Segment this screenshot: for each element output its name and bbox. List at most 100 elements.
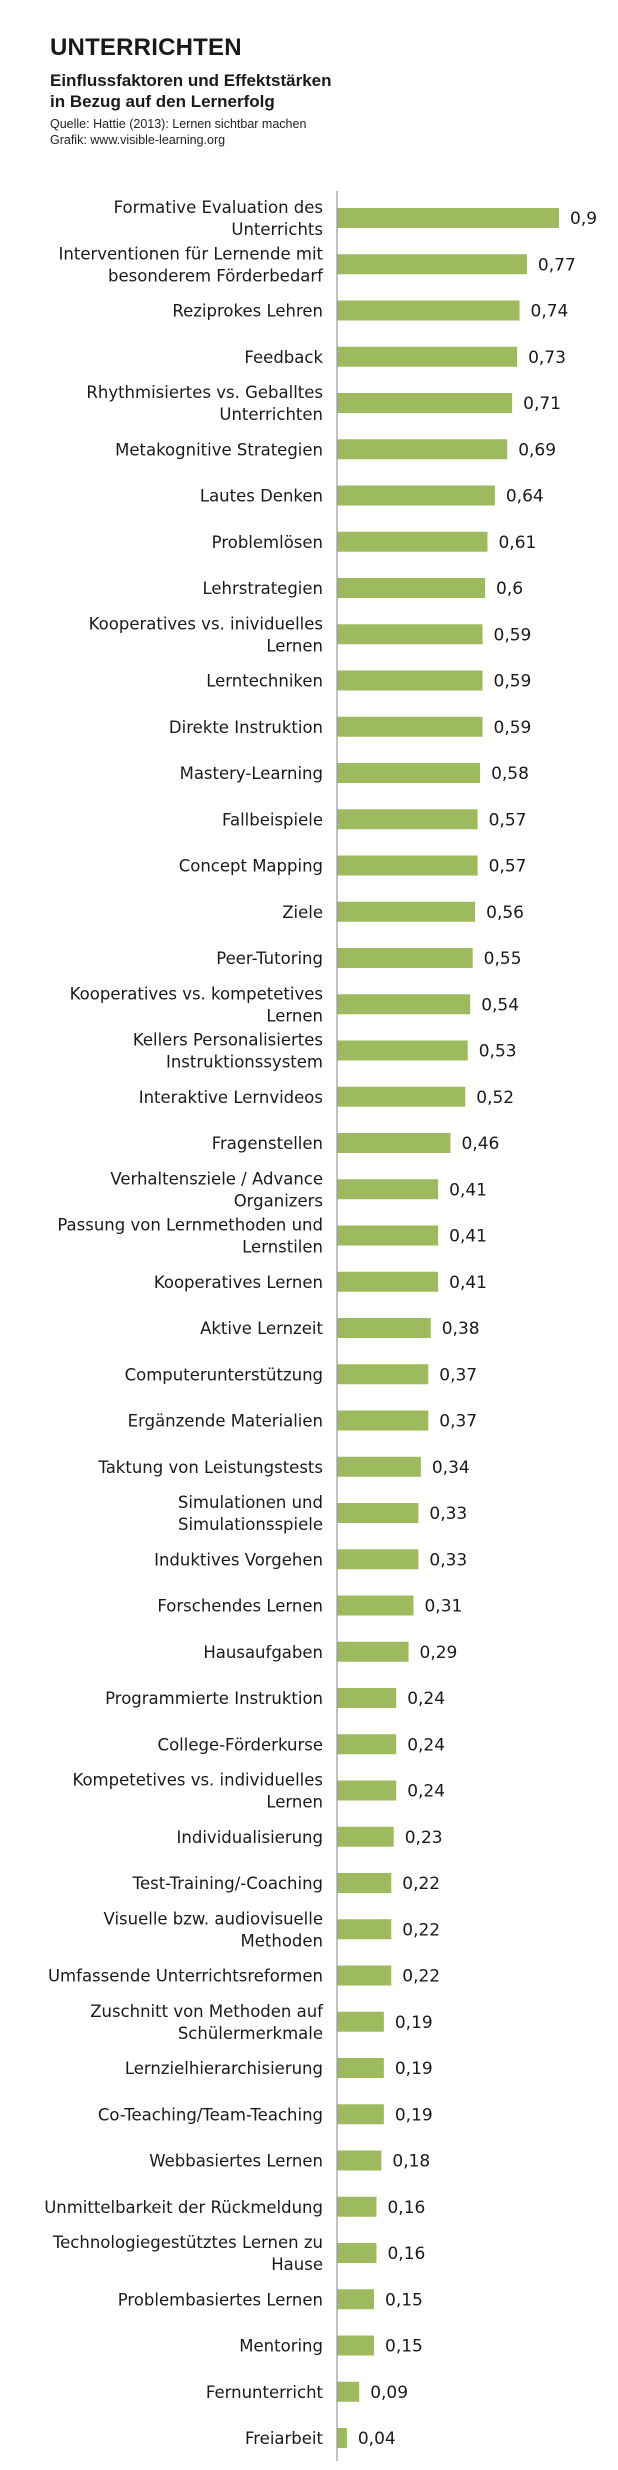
category-label: Formative Evaluation des [114,198,323,217]
value-label: 0,19 [395,2105,433,2125]
chart-title: UNTERRICHTEN [50,34,242,61]
category-label: Freiarbeit [245,2429,324,2448]
category-label: Ziele [282,903,323,922]
category-label: Lerntechniken [206,672,323,691]
bar [337,1364,429,1385]
category-label: Umfassende Unterrichtsreformen [48,1967,323,1986]
bar [337,1965,392,1986]
category-label: Kellers Personalisiertes [133,1031,323,1050]
bar [337,1271,439,1292]
bar [337,624,483,645]
bar [337,485,495,506]
category-label: Unterrichten [219,405,323,424]
bar [337,393,513,413]
value-label: 0,74 [531,302,569,322]
value-label: 0,22 [402,1967,440,1987]
category-label: Lernstilen [242,1238,323,1257]
value-label: 0,15 [385,2290,423,2310]
category-label: Forschendes Lernen [157,1597,323,1616]
value-label: 0,24 [407,1735,445,1755]
category-label: Lernen [266,636,323,655]
category-label: Hausaufgaben [203,1643,323,1662]
category-label: Passung von Lernmethoden und [57,1216,323,1235]
bar [337,578,485,598]
value-label: 0,23 [405,1828,443,1848]
bar [337,1641,409,1662]
category-label: Computerunterstützung [125,1365,323,1384]
category-label: Lehrstrategien [202,579,323,598]
bar [337,2104,384,2125]
bar [337,2150,382,2171]
value-label: 0,64 [506,487,544,507]
source-note: Quelle: Hattie (2013): Lernen sichtbar m… [50,116,590,148]
category-label: Unmittelbarkeit der Rückmeldung [44,2198,323,2217]
category-label: Programmierte Instruktion [105,1689,323,1708]
category-label: Lernzielhierarchisierung [125,2059,323,2078]
bar [337,1873,392,1893]
value-label: 0,58 [491,764,529,784]
bar [337,1780,397,1801]
bar [337,300,520,321]
value-label: 0,46 [461,1134,499,1154]
bar [337,208,559,228]
value-label: 0,55 [484,949,522,969]
value-label: 0,24 [407,1689,445,1709]
bar [337,855,478,876]
value-label: 0,6 [496,579,523,599]
bar [337,809,478,830]
bar [337,1826,394,1847]
bars-layer [337,208,559,2448]
bar [337,254,527,275]
bar [337,1503,419,1523]
value-label: 0,18 [392,2152,430,2172]
category-label: Technologiegestütztes Lernen zu [52,2233,323,2252]
value-labels-layer: 0,9 0,77 0,74 0,73 0,71 0,69 0,64 0,61 0,6 0,59 0,… [358,209,597,2449]
value-label: 0,41 [449,1273,487,1293]
category-label: Organizers [234,1191,323,1210]
bar [337,763,481,783]
category-label: Fallbeispiele [222,810,323,829]
category-label: Direkte Instruktion [169,718,323,737]
value-label: 0,59 [494,625,532,645]
value-label: 0,56 [486,903,524,923]
bar [337,1410,429,1431]
category-label: Interventionen für Lernende mit [59,244,324,263]
value-label: 0,53 [479,1042,517,1062]
bar [337,2058,384,2078]
value-label: 0,37 [439,1412,477,1432]
category-label: Kooperatives vs. inividuelles [89,614,323,633]
value-label: 0,33 [429,1550,467,1570]
category-label: Lernen [266,1006,323,1025]
bar [337,1133,451,1153]
value-label: 0,69 [518,440,556,460]
value-label: 0,33 [429,1504,467,1524]
value-label: 0,59 [494,718,532,738]
value-label: 0,54 [481,995,519,1015]
bar [337,531,488,552]
bar [337,1549,419,1570]
value-label: 0,04 [358,2429,396,2449]
bar [337,1456,421,1477]
chart-subtitle-line-1: Einflussfaktoren und Effektstärken [50,71,332,90]
bar [337,346,518,367]
value-label: 0,61 [498,533,536,553]
value-label: 0,37 [439,1365,477,1385]
category-label: Rhythmisiertes vs. Geballtes [86,383,323,402]
chart-header: UNTERRICHTEN Einflussfaktoren und Effekt… [50,34,590,148]
bar [337,1086,466,1107]
category-label: Instruktionssystem [166,1053,323,1072]
category-label: Taktung von Leistungstests [97,1458,323,1477]
category-label: Mentoring [239,2337,323,2356]
category-label: Verhaltensziele / Advance [110,1169,323,1188]
category-label: Feedback [244,348,323,367]
category-label: Peer-Tutoring [216,949,323,968]
category-label: Co-Teaching/Team-Teaching [98,2105,323,2124]
category-label: Hause [271,2255,323,2274]
bar [337,2335,374,2356]
category-label: Kooperatives Lernen [154,1273,323,1292]
category-label: Visuelle bzw. audiovisuelle [104,1909,323,1928]
bar [337,1595,414,1616]
category-label: Zuschnitt von Methoden auf [90,2002,324,2021]
value-label: 0,16 [387,2244,425,2264]
